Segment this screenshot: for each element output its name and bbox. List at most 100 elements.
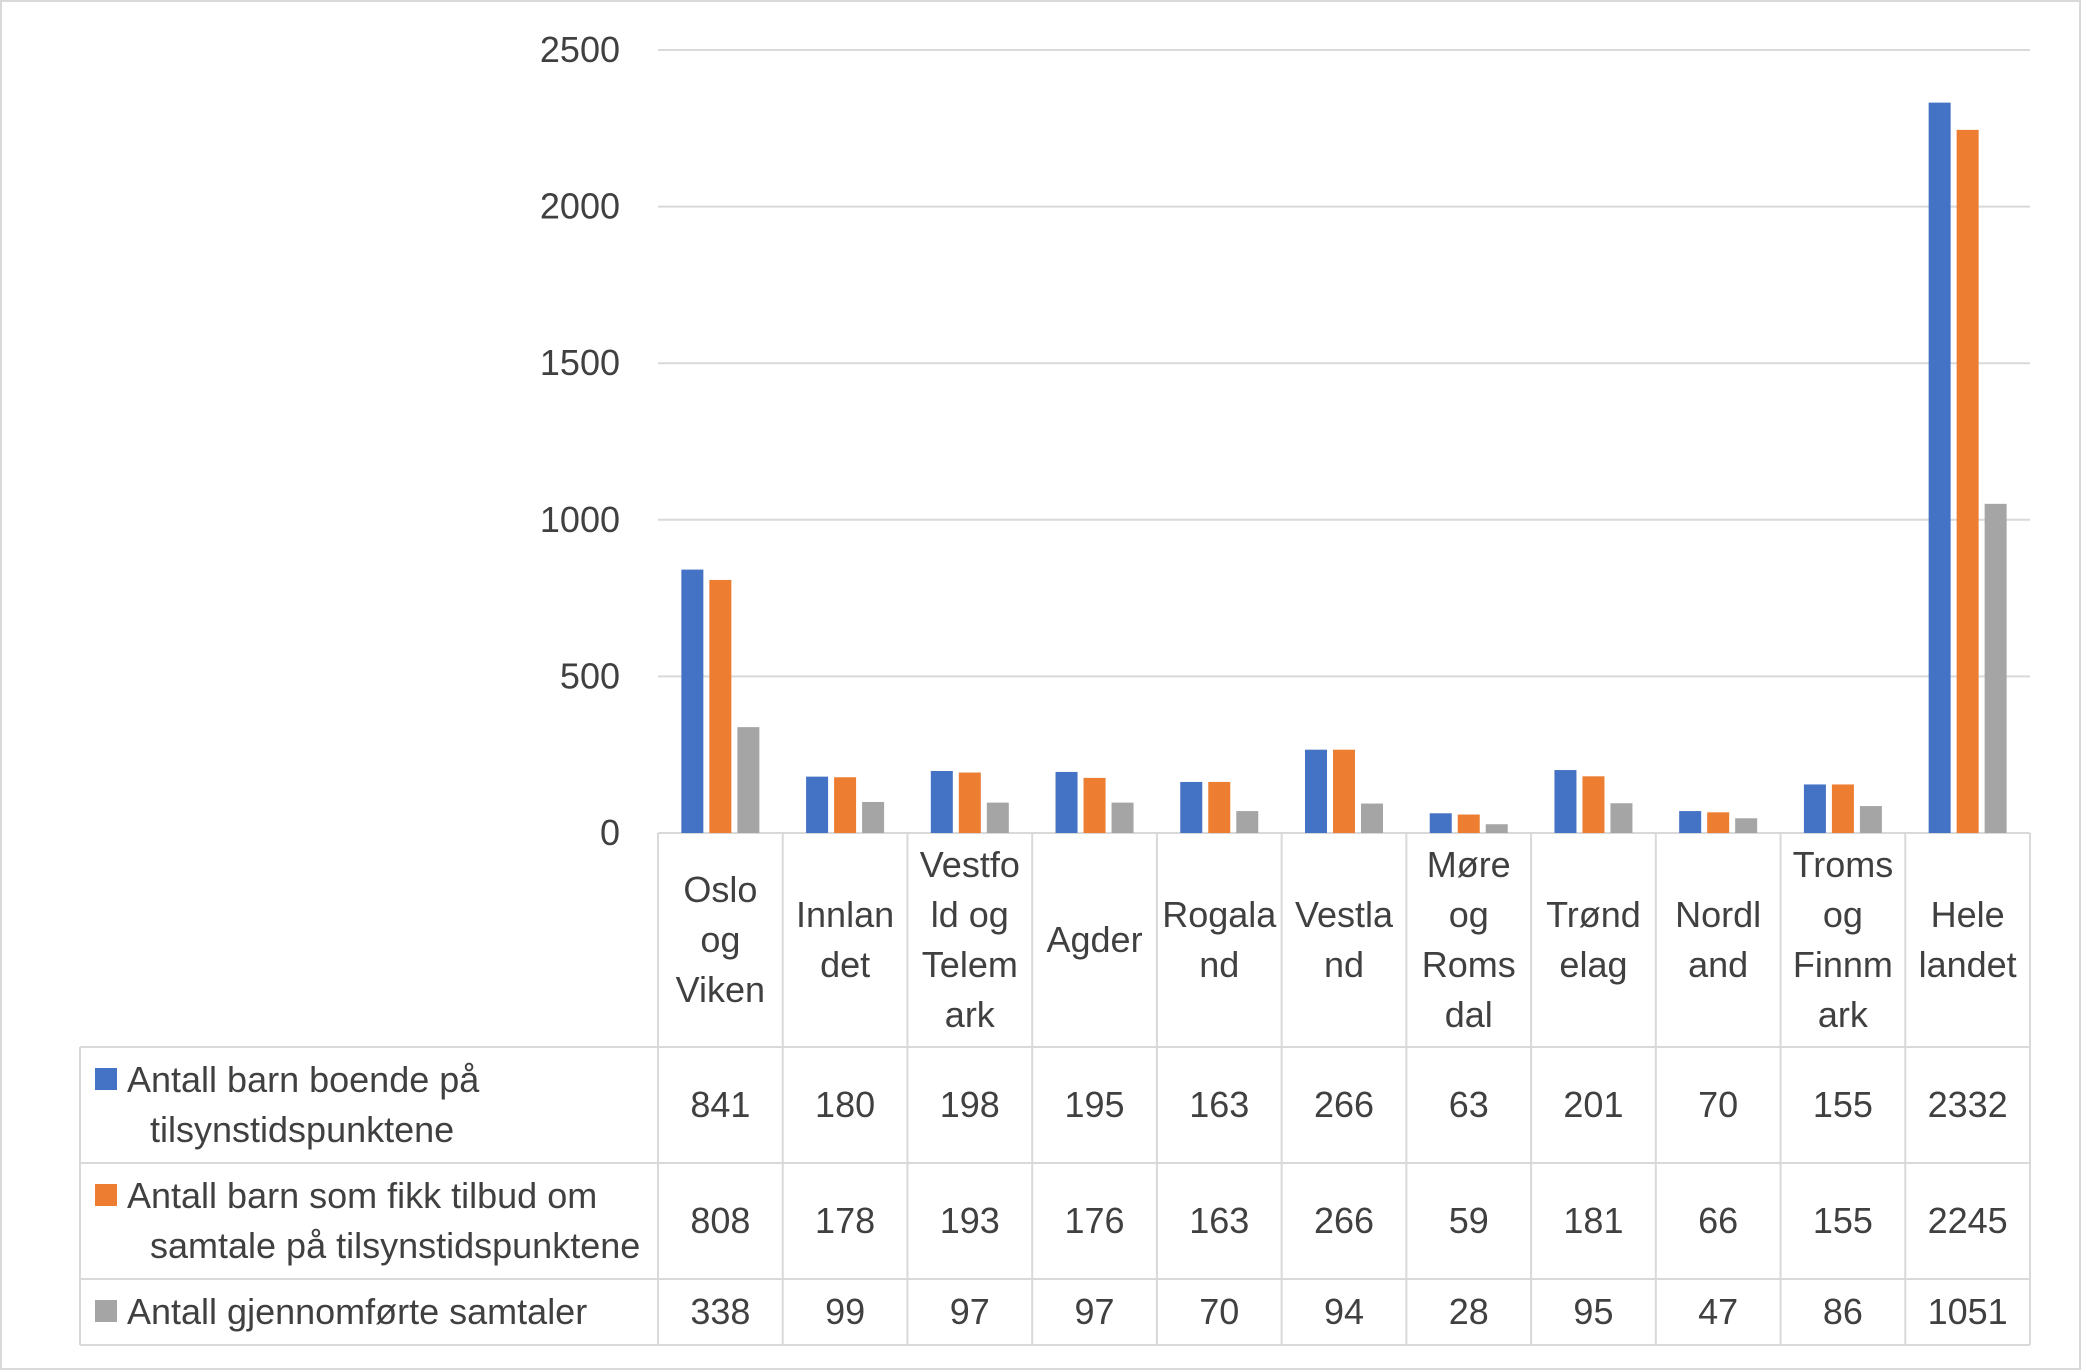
bar-series-3 (1735, 818, 1758, 833)
bar-series-3 (1236, 811, 1259, 833)
data-label: 841 (690, 1084, 750, 1125)
x-category-label: Nordl (1675, 894, 1761, 935)
x-category-label: ld og (931, 894, 1009, 935)
legend-series-label: samtale på tilsynstidspunktene (150, 1225, 640, 1266)
x-category-label: Vestfo (920, 844, 1020, 885)
x-category-label: det (820, 944, 870, 985)
legend-key-series-1 (95, 1068, 117, 1090)
x-category-label: nd (1199, 944, 1239, 985)
bar-series-3 (1859, 806, 1882, 833)
data-label: 808 (690, 1200, 750, 1241)
x-category-label: og (1449, 894, 1489, 935)
bar-series-1 (1803, 784, 1826, 833)
legend-series-label: Antall barn som fikk tilbud om (127, 1175, 597, 1216)
bar-series-3 (1111, 802, 1134, 833)
y-tick-label: 0 (600, 812, 620, 853)
bar-series-1 (806, 776, 829, 833)
bar-series-2 (834, 777, 857, 833)
x-category-label: Trønd (1546, 894, 1641, 935)
data-label: 59 (1449, 1200, 1489, 1241)
bar-series-3 (1610, 803, 1633, 833)
bar-series-2 (1956, 129, 1979, 834)
bar-series-1 (1429, 813, 1452, 833)
data-label: 176 (1065, 1200, 1125, 1241)
x-category-label: Finnm (1793, 944, 1893, 985)
data-label: 163 (1189, 1200, 1249, 1241)
bar-series-2 (1831, 784, 1854, 833)
legend-series-label: Antall gjennomførte samtaler (127, 1291, 587, 1332)
bar-series-1 (1928, 102, 1951, 833)
bar-series-1 (1055, 771, 1078, 833)
bar-series-3 (737, 727, 760, 833)
x-category-label: ark (945, 994, 996, 1035)
data-label: 66 (1698, 1200, 1738, 1241)
data-label: 1051 (1928, 1291, 2008, 1332)
legend-key-series-3 (95, 1300, 117, 1322)
data-label: 28 (1449, 1291, 1489, 1332)
bar-series-1 (681, 569, 704, 833)
bar-series-1 (930, 770, 953, 833)
data-label: 97 (950, 1291, 990, 1332)
x-category-label: Innlan (796, 894, 894, 935)
bar-series-2 (1707, 812, 1730, 833)
bar-series-2 (1083, 777, 1106, 833)
x-category-label: ark (1818, 994, 1869, 1035)
data-label: 70 (1199, 1291, 1239, 1332)
data-label: 266 (1314, 1084, 1374, 1125)
data-label: 47 (1698, 1291, 1738, 1332)
x-category-label: Viken (676, 969, 765, 1010)
data-label: 180 (815, 1084, 875, 1125)
x-category-label: og (700, 919, 740, 960)
data-label: 338 (690, 1291, 750, 1332)
x-category-label: and (1688, 944, 1748, 985)
legend-series-label: Antall barn boende på (127, 1059, 480, 1100)
bar-series-3 (862, 801, 885, 833)
bar-series-1 (1305, 749, 1327, 833)
y-tick-label: 500 (560, 655, 620, 696)
data-label: 2245 (1928, 1200, 2008, 1241)
bar-series-3 (1485, 824, 1508, 833)
data-label: 201 (1563, 1084, 1623, 1125)
bar-series-3 (1361, 803, 1383, 833)
data-label: 198 (940, 1084, 1000, 1125)
data-label: 97 (1075, 1291, 1115, 1332)
data-label: 266 (1314, 1200, 1374, 1241)
x-category-label: Troms (1793, 844, 1894, 885)
y-tick-label: 2000 (540, 186, 620, 227)
data-label: 70 (1698, 1084, 1738, 1125)
x-category-label: dal (1445, 994, 1493, 1035)
data-label: 99 (825, 1291, 865, 1332)
data-label: 94 (1324, 1291, 1364, 1332)
data-label: 63 (1449, 1084, 1489, 1125)
data-label: 193 (940, 1200, 1000, 1241)
legend-series-label: tilsynstidspunktene (150, 1109, 454, 1150)
bar-series-2 (1457, 814, 1480, 833)
bar-series-2 (1582, 776, 1605, 833)
bar-series-1 (1679, 811, 1702, 833)
bar-series-2 (1333, 749, 1355, 833)
data-label: 195 (1065, 1084, 1125, 1125)
y-tick-label: 1000 (540, 499, 620, 540)
x-category-label: Telem (922, 944, 1018, 985)
x-category-label: Møre (1427, 844, 1511, 885)
data-label: 163 (1189, 1084, 1249, 1125)
bar-series-2 (958, 772, 981, 833)
x-category-label: nd (1324, 944, 1364, 985)
data-label: 155 (1813, 1200, 1873, 1241)
bar-series-2 (709, 579, 732, 833)
data-label: 181 (1563, 1200, 1623, 1241)
legend-key-series-2 (95, 1184, 117, 1206)
x-category-label: elag (1559, 944, 1627, 985)
y-tick-label: 2500 (540, 29, 620, 70)
x-category-label: Agder (1047, 919, 1143, 960)
data-label: 178 (815, 1200, 875, 1241)
x-category-label: Rogala (1162, 894, 1277, 935)
data-label: 95 (1573, 1291, 1613, 1332)
y-tick-label: 1500 (540, 342, 620, 383)
bar-series-2 (1208, 781, 1231, 833)
data-label: 2332 (1928, 1084, 2008, 1125)
bar-series-1 (1180, 781, 1203, 833)
